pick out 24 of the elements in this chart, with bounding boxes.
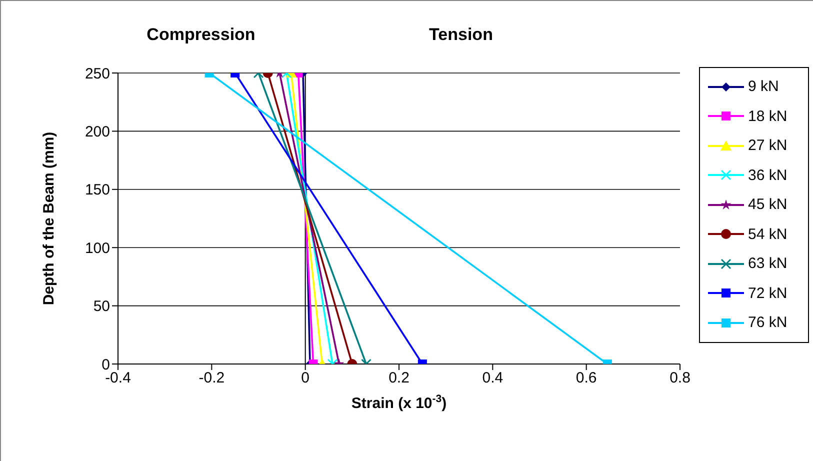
legend-label: 27 kN: [748, 137, 788, 154]
legend-label: 54 kN: [748, 226, 788, 243]
y-axis-title: Depth of the Beam (mm): [40, 132, 58, 306]
y-tick-label: 100: [84, 240, 110, 257]
x-tick-label: 0: [301, 370, 310, 387]
legend-label: 45 kN: [748, 196, 788, 214]
text: Tension: [429, 25, 493, 45]
legend-label: 63 kN: [748, 255, 788, 272]
legend-label: 36 kN: [748, 166, 788, 184]
x-tick-label: 0.6: [576, 370, 597, 387]
x-axis-title: Strain (x 10$^{-3}$): [351, 393, 447, 412]
y-tick-label: 50: [93, 298, 110, 316]
x-tick-label: 0.4: [482, 370, 504, 387]
y-tick-label: 250: [84, 65, 110, 82]
text: Compression: [146, 25, 256, 45]
x-tick-label: 0.2: [388, 370, 410, 387]
legend-label: 72 kN: [748, 284, 788, 302]
legend-label: 76 kN: [748, 314, 788, 332]
x-tick-label: -0.2: [198, 370, 225, 387]
legend-label: 9 kN: [748, 78, 779, 96]
x-tick-label: 0.8: [670, 370, 690, 387]
y-tick-label: 200: [84, 124, 110, 141]
y-tick-label: 150: [84, 182, 110, 199]
legend-label: 18 kN: [748, 108, 788, 125]
